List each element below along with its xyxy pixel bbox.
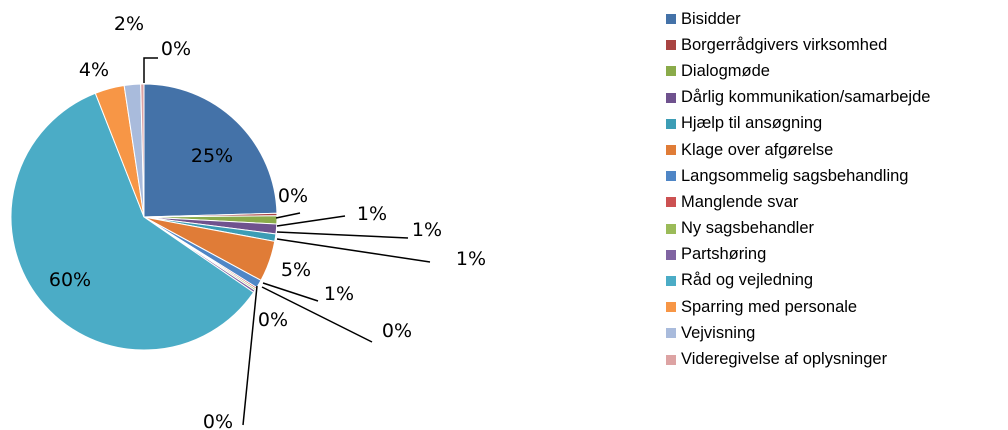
legend-label: Partshøring xyxy=(681,245,767,264)
data-label-9: 0% xyxy=(203,411,233,430)
data-label-1: 0% xyxy=(278,185,308,207)
legend-swatch xyxy=(666,223,676,234)
data-label-8: 0% xyxy=(382,320,412,342)
slice-0 xyxy=(143,83,278,218)
legend-item: Råd og vejledning xyxy=(666,268,930,294)
legend-swatch xyxy=(666,328,676,339)
data-label-13: 0% xyxy=(161,38,191,60)
legend-item: Partshøring xyxy=(666,242,930,268)
leader-line-3 xyxy=(276,231,409,239)
legend-swatch xyxy=(666,197,676,208)
legend-item: Langsommelig sagsbehandling xyxy=(666,163,930,189)
legend-swatch xyxy=(666,354,676,365)
legend-label: Sparring med personale xyxy=(681,297,858,316)
slice-10 xyxy=(10,92,255,351)
legend-label: Ny sagsbehandler xyxy=(681,219,814,238)
legend-swatch xyxy=(666,40,676,51)
legend-item: Borgerrådgivers virksomhed xyxy=(666,32,930,58)
data-label-6: 1% xyxy=(324,283,354,305)
pie-slices xyxy=(10,83,278,351)
data-label-0: 25% xyxy=(191,145,233,167)
legend-label: Videregivelse af oplysninger xyxy=(681,350,888,369)
leader-line-6 xyxy=(262,282,319,302)
data-labels: 25% 0% 1% 1% 1% 5% 1% 0% 0% 0% 60% 4% 2% 0% xyxy=(49,13,486,430)
data-label-10: 60% xyxy=(49,269,91,291)
legend-swatch xyxy=(666,14,676,25)
legend-label: Dårlig kommunikation/samarbejde xyxy=(681,88,931,107)
legend-swatch xyxy=(666,66,676,77)
legend-swatch xyxy=(666,145,676,156)
legend-label: Klage over afgørelse xyxy=(681,140,834,159)
legend-item: Videregivelse af oplysninger xyxy=(666,346,930,372)
leader-line-9 xyxy=(242,285,258,426)
legend-item: Vejvisning xyxy=(666,320,930,346)
data-label-12: 2% xyxy=(114,13,144,35)
legend-swatch xyxy=(666,249,676,260)
data-label-11: 4% xyxy=(79,59,109,81)
legend-item: Dårlig kommunikation/samarbejde xyxy=(666,85,930,111)
data-label-3: 1% xyxy=(412,219,442,241)
data-label-2: 1% xyxy=(357,203,387,225)
legend-item: Sparring med personale xyxy=(666,294,930,320)
data-label-5: 5% xyxy=(281,259,311,281)
legend-label: Manglende svar xyxy=(681,192,799,211)
leader-line-13 xyxy=(143,57,158,83)
legend-label: Råd og vejledning xyxy=(681,271,814,290)
legend-item: Hjælp til ansøgning xyxy=(666,111,930,137)
legend-item: Bisidder xyxy=(666,6,930,32)
leader-line-4 xyxy=(276,238,431,263)
legend-item: Manglende svar xyxy=(666,189,930,215)
legend-label: Vejvisning xyxy=(681,323,756,342)
leader-lines xyxy=(143,57,431,426)
leader-line-1 xyxy=(275,212,301,219)
legend-label: Dialogmøde xyxy=(681,61,770,80)
legend-item: Klage over afgørelse xyxy=(666,137,930,163)
leader-line-8 xyxy=(261,286,373,343)
legend-label: Bisidder xyxy=(681,9,741,28)
legend-swatch xyxy=(666,92,676,103)
leader-line-2 xyxy=(276,215,346,227)
data-label-4: 1% xyxy=(456,248,486,270)
legend-swatch xyxy=(666,171,676,182)
legend-label: Hjælp til ansøgning xyxy=(681,114,823,133)
legend-label: Borgerrådgivers virksomhed xyxy=(681,35,888,54)
legend-swatch xyxy=(666,118,676,129)
slice-13 xyxy=(140,83,145,218)
legend: Bisidder Borgerrådgivers virksomhed Dialog… xyxy=(666,6,930,373)
legend-label: Langsommelig sagsbehandling xyxy=(681,166,909,185)
legend-item: Ny sagsbehandler xyxy=(666,216,930,242)
legend-item: Dialogmøde xyxy=(666,58,930,84)
legend-swatch xyxy=(666,302,676,313)
legend-swatch xyxy=(666,275,676,286)
data-label-7: 0% xyxy=(258,309,288,331)
